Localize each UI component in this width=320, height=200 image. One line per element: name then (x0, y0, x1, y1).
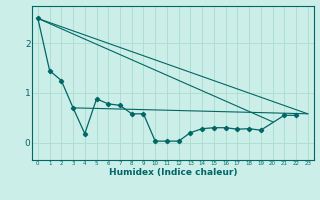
X-axis label: Humidex (Indice chaleur): Humidex (Indice chaleur) (108, 168, 237, 177)
